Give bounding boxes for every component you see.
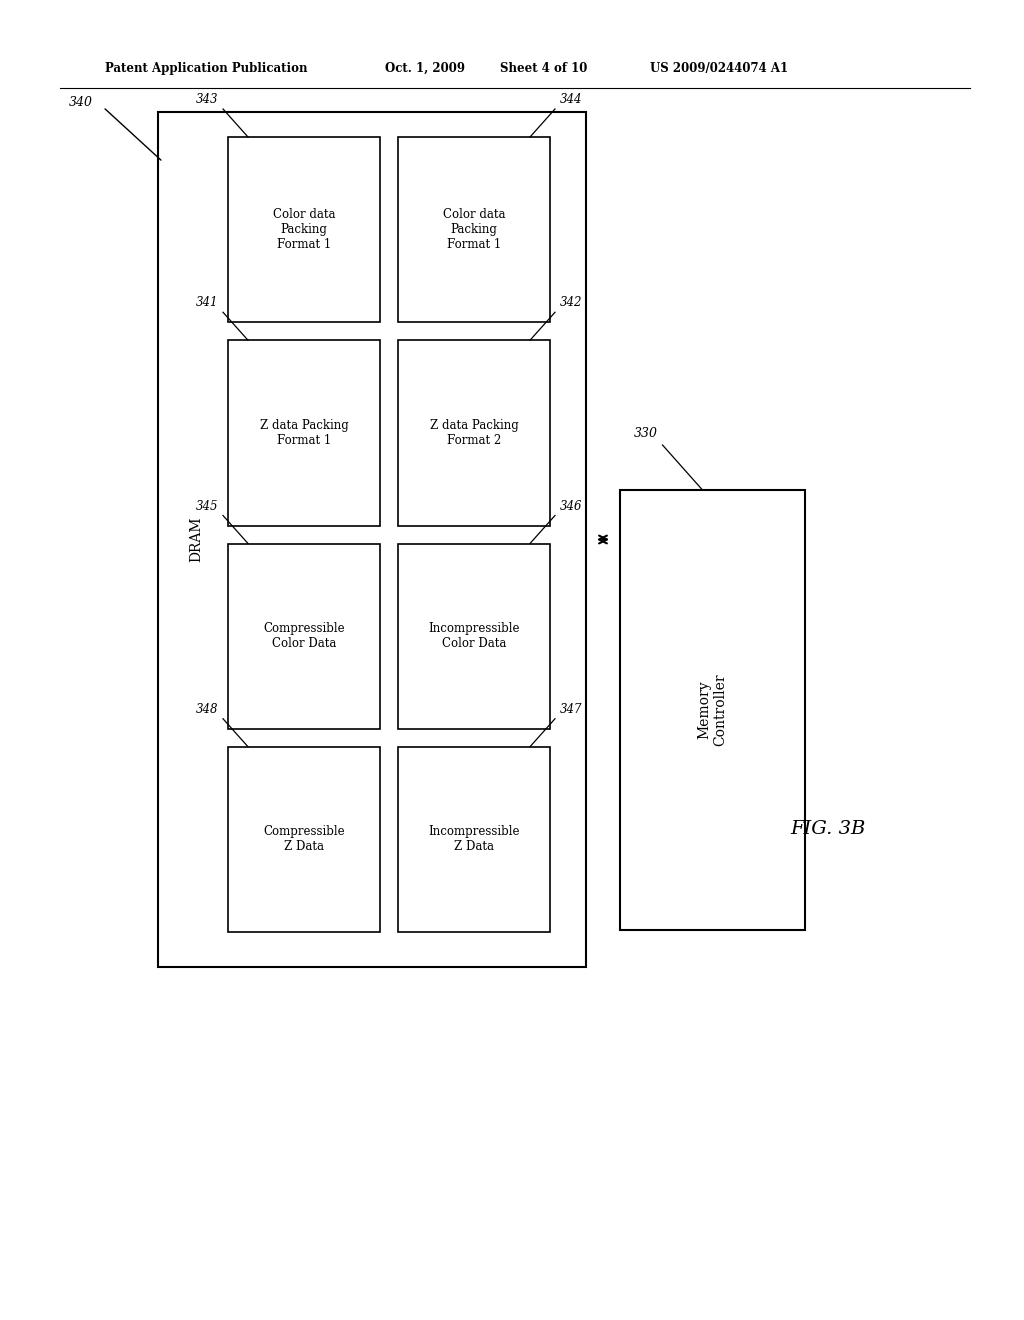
Text: 347: 347 bbox=[560, 702, 583, 715]
Bar bbox=[158, 112, 586, 968]
Bar bbox=[398, 137, 550, 322]
Text: Color data
Packing
Format 1: Color data Packing Format 1 bbox=[272, 209, 335, 251]
Text: 346: 346 bbox=[560, 499, 583, 512]
Text: US 2009/0244074 A1: US 2009/0244074 A1 bbox=[650, 62, 788, 75]
Text: Oct. 1, 2009: Oct. 1, 2009 bbox=[385, 62, 465, 75]
Text: 348: 348 bbox=[196, 702, 218, 715]
Text: 340: 340 bbox=[69, 95, 93, 108]
Text: Memory
Controller: Memory Controller bbox=[697, 673, 728, 746]
Bar bbox=[228, 747, 380, 932]
Bar bbox=[228, 544, 380, 729]
Text: Compressible
Color Data: Compressible Color Data bbox=[263, 622, 345, 651]
Text: DRAM: DRAM bbox=[189, 516, 203, 562]
Text: Sheet 4 of 10: Sheet 4 of 10 bbox=[500, 62, 588, 75]
Text: 344: 344 bbox=[560, 92, 583, 106]
Text: 343: 343 bbox=[196, 92, 218, 106]
Bar bbox=[398, 747, 550, 932]
Bar bbox=[398, 544, 550, 729]
Text: Incompressible
Color Data: Incompressible Color Data bbox=[428, 622, 520, 651]
Text: 342: 342 bbox=[560, 296, 583, 309]
Text: Z data Packing
Format 1: Z data Packing Format 1 bbox=[260, 418, 348, 447]
Bar bbox=[228, 341, 380, 525]
Bar bbox=[228, 137, 380, 322]
Text: FIG. 3B: FIG. 3B bbox=[790, 820, 865, 838]
Text: Incompressible
Z Data: Incompressible Z Data bbox=[428, 825, 520, 853]
Bar bbox=[620, 490, 805, 931]
Bar bbox=[398, 341, 550, 525]
Text: Z data Packing
Format 2: Z data Packing Format 2 bbox=[430, 418, 518, 447]
Text: Color data
Packing
Format 1: Color data Packing Format 1 bbox=[442, 209, 505, 251]
Text: Patent Application Publication: Patent Application Publication bbox=[105, 62, 307, 75]
Text: Compressible
Z Data: Compressible Z Data bbox=[263, 825, 345, 853]
Text: 330: 330 bbox=[634, 426, 657, 440]
Text: 341: 341 bbox=[196, 296, 218, 309]
Text: 345: 345 bbox=[196, 499, 218, 512]
